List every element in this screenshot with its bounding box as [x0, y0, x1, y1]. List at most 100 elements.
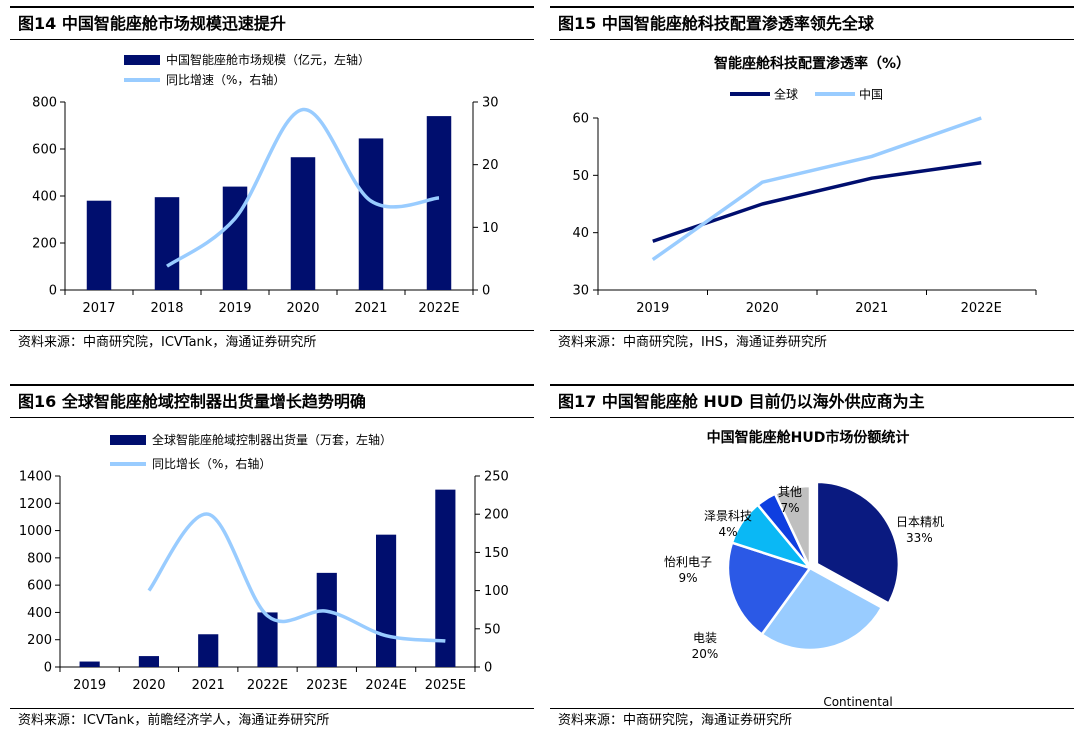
chart-penetration-rate: 智能座舱科技配置渗透率（%） 全球 中国 30 40 50 60 2019 2020 2021 20…: [572, 55, 1037, 316]
x-tick-label: 2022E: [961, 301, 1002, 316]
slice-label: 泽景科技: [704, 509, 752, 523]
right-tick-label: 20: [482, 158, 499, 173]
figure-source: 资料来源：中商研究院，ICVTank，海通证券研究所: [10, 330, 534, 356]
left-tick-label: 200: [27, 633, 52, 648]
chart-panel-3: 图16 全球智能座舱域控制器出货量增长趋势明确 全球智能座舱域控制器出货量（万套…: [10, 384, 534, 736]
y-tick-label: 50: [572, 169, 589, 184]
figure-title: 图16 全球智能座舱域控制器出货量增长趋势明确: [10, 384, 534, 418]
right-tick-label: 100: [484, 584, 509, 599]
chart-title: 中国智能座舱HUD市场份额统计: [707, 429, 910, 446]
left-tick-label: 400: [32, 190, 57, 205]
x-tick-label: 2017: [82, 301, 115, 316]
bar-2017: [86, 200, 112, 290]
left-tick-label: 1400: [19, 470, 52, 485]
x-tick-label: 2024E: [365, 678, 406, 693]
y-tick-label: 40: [572, 226, 589, 241]
slice-value-label: 4%: [718, 525, 737, 539]
growth-line: [165, 107, 440, 268]
bar-2025E: [435, 489, 456, 667]
chart-panel-1: 图14 中国智能座舱市场规模迅速提升 中国智能座舱市场规模（亿元，左轴） 同比增速…: [10, 6, 534, 358]
right-tick-label: 150: [484, 546, 509, 561]
x-tick-label: 2025E: [425, 678, 466, 693]
x-tick-label: 2020: [132, 678, 165, 693]
x-tick-label: 2019: [218, 301, 251, 316]
pie-slice-日本精机: [815, 480, 901, 606]
left-tick-label: 0: [44, 661, 52, 676]
pie-slice-电装: [726, 541, 813, 637]
bar-2022E: [257, 612, 278, 667]
chart-market-size: 中国智能座舱市场规模（亿元，左轴）同比增速（%，右轴）0200400600800…: [32, 52, 499, 316]
left-tick-label: 600: [32, 143, 57, 158]
x-tick-label: 2021: [855, 301, 888, 316]
x-tick-label: 2020: [746, 301, 779, 316]
slice-value-label: 20%: [692, 647, 719, 661]
right-tick-label: 200: [484, 508, 509, 523]
slice-label: 日本精机: [896, 515, 944, 529]
chart-hud-share: 中国智能座舱HUD市场份额统计日本精机33%Continental27%电装20…: [664, 429, 944, 708]
figure-source: 资料来源：ICVTank，前瞻经济学人，海通证券研究所: [10, 708, 534, 734]
x-tick-label: 2022E: [247, 678, 288, 693]
slice-value-label: 7%: [780, 501, 799, 515]
x-tick-label: 2019: [73, 678, 106, 693]
right-tick-label: 50: [484, 622, 501, 637]
slice-label: Continental: [823, 695, 892, 708]
legend-label-1: 中国: [859, 87, 883, 102]
right-tick-label: 0: [484, 661, 492, 676]
left-tick-label: 200: [32, 237, 57, 252]
bar-2021: [198, 634, 219, 667]
x-tick-label: 2020: [286, 301, 319, 316]
left-tick-label: 1200: [19, 497, 52, 512]
legend-label-bar: 全球智能座舱域控制器出货量（万套，左轴）: [152, 432, 392, 447]
left-tick-label: 800: [32, 96, 57, 111]
slice-label: 其他: [778, 485, 802, 499]
bar-2023E: [316, 572, 337, 667]
bar-2024E: [375, 534, 397, 667]
legend-swatch-bar: [110, 435, 146, 445]
legend-label-line: 同比增长（%，右轴）: [152, 456, 271, 471]
x-tick-label: 2021: [192, 678, 225, 693]
x-tick-label: 2018: [150, 301, 183, 316]
figure-title: 图14 中国智能座舱市场规模迅速提升: [10, 6, 534, 40]
right-tick-label: 250: [484, 470, 509, 485]
legend-swatch-bar: [124, 55, 160, 65]
legend-label-bar: 中国智能座舱市场规模（亿元，左轴）: [166, 52, 370, 67]
y-tick-label: 30: [572, 284, 589, 299]
x-tick-label: 2021: [354, 301, 387, 316]
x-tick-label: 2019: [636, 301, 669, 316]
series-line-全球: [652, 160, 982, 243]
pie-slice-Continental: [760, 566, 884, 652]
bar-2021: [358, 138, 384, 290]
slice-label: 电装: [693, 631, 717, 645]
right-tick-label: 10: [482, 221, 499, 236]
y-tick-label: 60: [572, 112, 589, 127]
right-tick-label: 30: [482, 96, 499, 111]
slice-value-label: 33%: [906, 531, 933, 545]
legend-label-0: 全球: [774, 87, 798, 102]
legend-label-line: 同比增速（%，右轴）: [166, 72, 285, 87]
right-tick-label: 0: [482, 284, 490, 299]
figure-title: 图17 中国智能座舱 HUD 目前仍以海外供应商为主: [550, 384, 1074, 418]
bar-2020: [138, 656, 160, 667]
bar-2022E: [426, 116, 452, 290]
chart-controller-shipments: 全球智能座舱域控制器出货量（万套，左轴） 同比增长（%，右轴） 0 200 400 600…: [19, 432, 509, 693]
chart-title: 智能座舱科技配置渗透率（%）: [713, 55, 910, 72]
bar-2018: [154, 197, 180, 290]
left-tick-label: 600: [27, 579, 52, 594]
growth-line: [147, 512, 446, 643]
figure-title: 图15 中国智能座舱科技配置渗透率领先全球: [550, 6, 1074, 40]
slice-value-label: 9%: [678, 571, 697, 585]
bar-2020: [290, 157, 316, 290]
series-line-中国: [651, 116, 982, 262]
chart-panel-2: 图15 中国智能座舱科技配置渗透率领先全球 智能座舱科技配置渗透率（%） 全球 中国…: [550, 6, 1074, 358]
x-tick-label: 2023E: [306, 678, 347, 693]
bar-2019: [79, 661, 100, 667]
left-tick-label: 400: [27, 606, 52, 621]
bar-2019: [222, 186, 248, 290]
figure-source: 资料来源：中商研究院，IHS，海通证券研究所: [550, 330, 1074, 356]
left-tick-label: 800: [27, 551, 52, 566]
figure-source: 资料来源：中商研究院，海通证券研究所: [550, 708, 1074, 734]
left-tick-label: 0: [49, 284, 57, 299]
left-tick-label: 1000: [19, 524, 52, 539]
slice-label: 怡利电子: [664, 555, 712, 569]
pie-slice-其他: [773, 484, 812, 569]
